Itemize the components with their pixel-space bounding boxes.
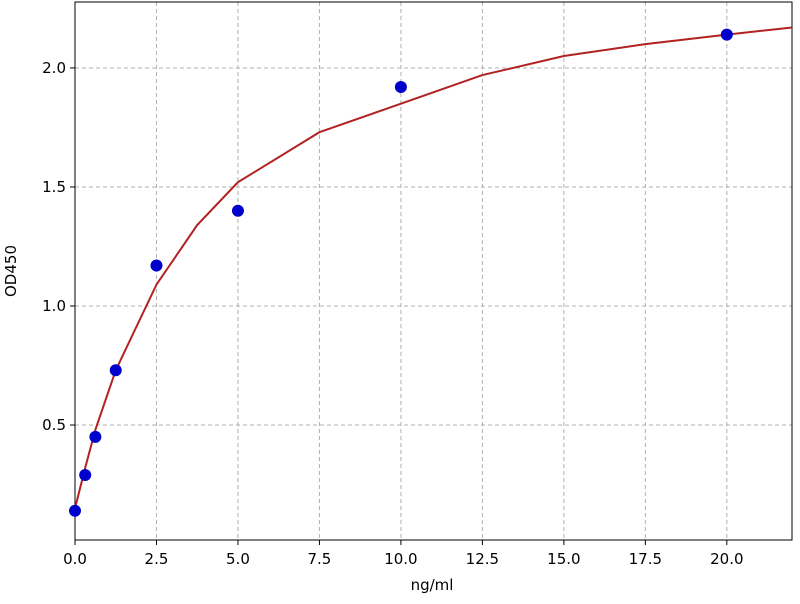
- x-tick-label: 12.5: [466, 550, 499, 568]
- x-axis-label: ng/ml: [411, 576, 454, 594]
- x-tick-label: 20.0: [710, 550, 743, 568]
- data-point: [109, 364, 122, 377]
- y-tick-label: 2.0: [42, 59, 66, 77]
- y-tick-label: 0.5: [42, 416, 66, 434]
- data-point: [89, 430, 102, 443]
- x-tick-label: 7.5: [308, 550, 332, 568]
- y-tick-label: 1.5: [42, 178, 66, 196]
- plot-frame: [74, 1, 793, 541]
- data-point: [150, 259, 163, 272]
- x-tick-label: 10.0: [384, 550, 417, 568]
- x-tick-label: 0.0: [63, 550, 87, 568]
- data-point: [394, 80, 407, 93]
- y-tick-label: 1.0: [42, 297, 66, 315]
- fit-curve: [74, 26, 793, 509]
- data-point: [79, 469, 92, 482]
- x-tick-label: 5.0: [226, 550, 250, 568]
- y-axis-label: OD450: [2, 245, 20, 297]
- data-point: [231, 204, 244, 217]
- x-tick-label: 2.5: [145, 550, 169, 568]
- data-point: [720, 28, 733, 41]
- x-tick-label: 17.5: [629, 550, 662, 568]
- data-point: [69, 504, 81, 517]
- x-tick-label: 15.0: [547, 550, 580, 568]
